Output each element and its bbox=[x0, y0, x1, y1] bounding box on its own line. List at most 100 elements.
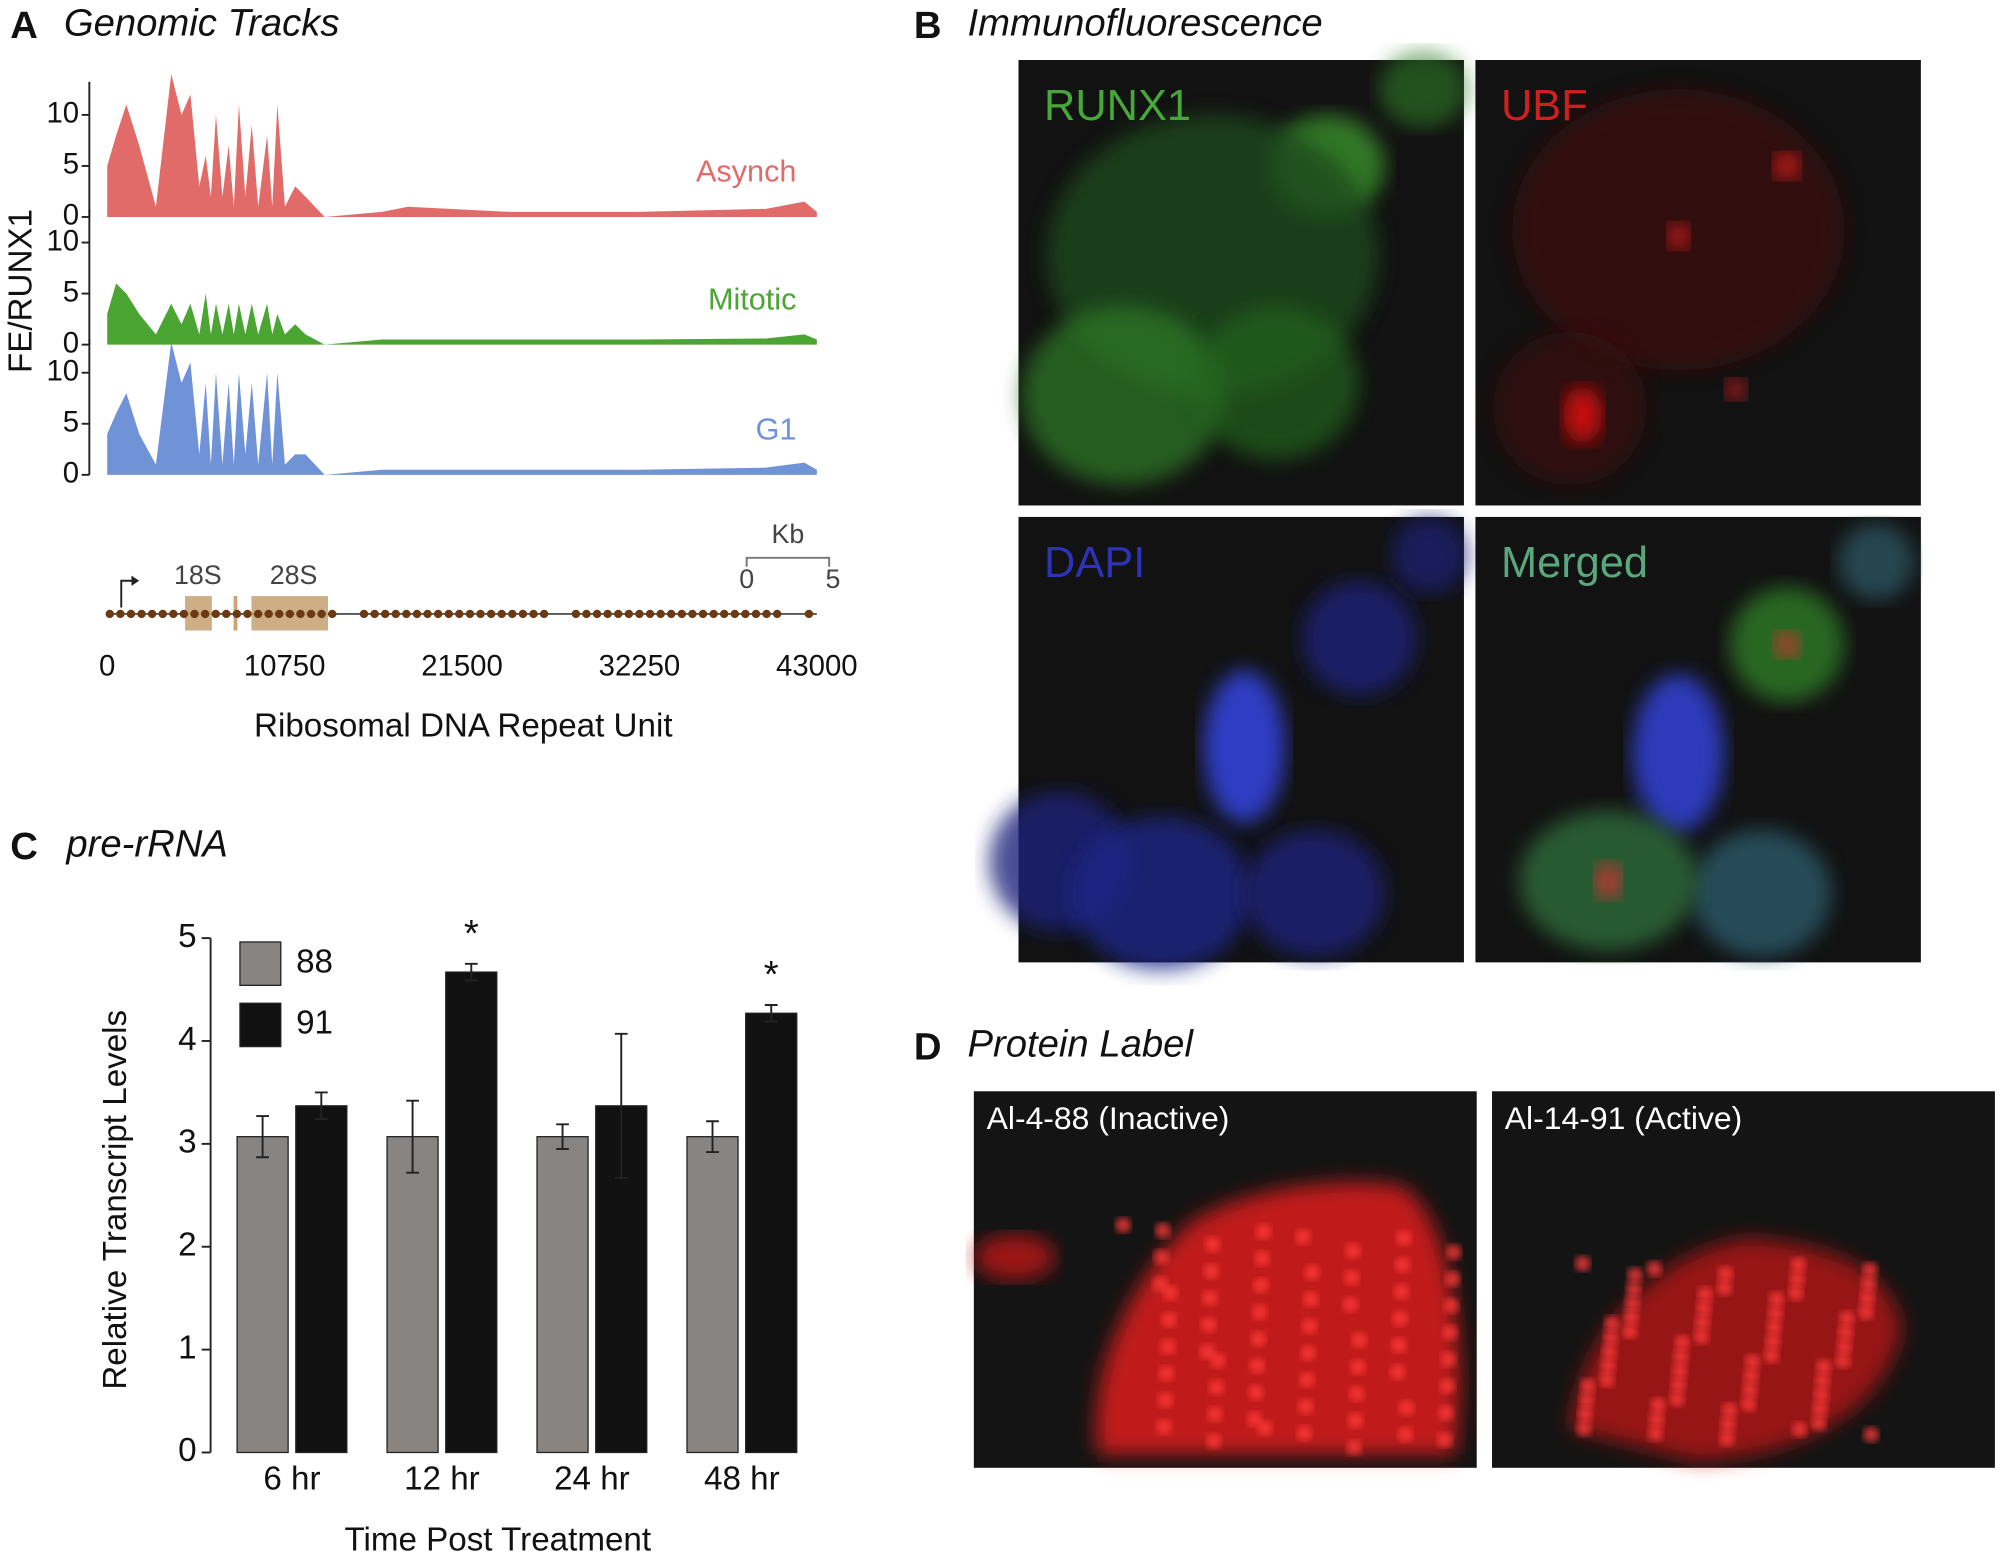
y-tick-label: 10 bbox=[46, 224, 79, 257]
image-label: DAPI bbox=[1044, 539, 1145, 587]
tss-arrow-head bbox=[131, 575, 140, 586]
cell bbox=[1203, 670, 1286, 824]
cell bbox=[1580, 1378, 1596, 1394]
cell bbox=[1717, 1266, 1734, 1282]
cell bbox=[1860, 1276, 1877, 1292]
cell bbox=[1161, 1312, 1177, 1328]
cell bbox=[1304, 1264, 1320, 1281]
gene-label: 18S bbox=[174, 560, 222, 590]
cell bbox=[1395, 1257, 1411, 1273]
bar bbox=[686, 1136, 739, 1454]
site-dot bbox=[402, 609, 411, 619]
bar bbox=[445, 971, 498, 1454]
site-dot bbox=[423, 609, 432, 619]
site-dot bbox=[762, 609, 771, 619]
cell bbox=[1694, 1314, 1711, 1330]
cell bbox=[1396, 1230, 1412, 1246]
cell bbox=[1791, 1421, 1808, 1438]
cell bbox=[1349, 1386, 1365, 1402]
cell bbox=[1743, 1368, 1759, 1384]
cell bbox=[1346, 1439, 1362, 1456]
cell bbox=[1811, 1415, 1827, 1431]
scale-bar bbox=[745, 556, 831, 567]
site-dot bbox=[730, 609, 739, 619]
cell bbox=[1693, 1328, 1709, 1344]
site-dot bbox=[296, 609, 305, 619]
site-dot bbox=[317, 609, 326, 619]
cell bbox=[1763, 1347, 1780, 1364]
cell bbox=[1295, 1229, 1311, 1245]
cell bbox=[1153, 1249, 1170, 1265]
cell bbox=[1250, 1331, 1267, 1347]
cell bbox=[1812, 1401, 1828, 1417]
site-dot bbox=[200, 609, 210, 619]
site-dot bbox=[359, 609, 369, 619]
site-dot bbox=[253, 609, 263, 619]
site-dot bbox=[476, 609, 485, 619]
cell bbox=[1647, 1425, 1664, 1441]
cell bbox=[1442, 1324, 1458, 1341]
error-bar bbox=[256, 1115, 269, 1159]
cell bbox=[1595, 862, 1621, 899]
cell bbox=[1742, 1382, 1758, 1398]
cell bbox=[1244, 829, 1385, 958]
cell bbox=[1768, 1291, 1785, 1307]
cell bbox=[1391, 1337, 1407, 1353]
cell bbox=[1716, 1280, 1732, 1296]
site-dot bbox=[147, 609, 157, 619]
cell bbox=[1072, 816, 1251, 971]
site-dot bbox=[571, 609, 581, 619]
site-dot bbox=[285, 609, 295, 619]
cell bbox=[1578, 1392, 1595, 1408]
site-dot bbox=[582, 609, 591, 619]
site-dot bbox=[645, 609, 655, 619]
cell bbox=[1203, 1263, 1219, 1279]
cell bbox=[1862, 1262, 1878, 1278]
site-dot bbox=[508, 609, 517, 619]
cell bbox=[1813, 1387, 1829, 1403]
series-label: Asynch bbox=[696, 155, 796, 189]
bar bbox=[295, 1105, 348, 1454]
cell bbox=[1668, 223, 1689, 249]
cell bbox=[1378, 51, 1468, 128]
cell bbox=[1253, 1277, 1269, 1293]
site-dot bbox=[539, 609, 549, 619]
significance: * bbox=[764, 953, 779, 996]
scale-tick: 0 bbox=[739, 564, 754, 594]
y-tick-label: 0 bbox=[63, 326, 79, 359]
cell bbox=[1837, 523, 1915, 600]
site-dot bbox=[624, 609, 634, 619]
y-tick-label: 5 bbox=[63, 275, 79, 308]
cell bbox=[1789, 1271, 1805, 1287]
site-dot bbox=[444, 609, 453, 619]
cell bbox=[1204, 1236, 1221, 1253]
cell bbox=[1673, 1349, 1689, 1365]
cell bbox=[1160, 1338, 1176, 1355]
panel-title: Genomic Tracks bbox=[64, 2, 340, 45]
cell bbox=[1446, 1244, 1462, 1260]
legend-swatch bbox=[239, 1002, 282, 1048]
cell bbox=[1347, 1412, 1364, 1429]
cell bbox=[1300, 1345, 1316, 1361]
cell bbox=[1440, 1351, 1457, 1367]
cell bbox=[1691, 829, 1832, 958]
site-dot bbox=[455, 609, 464, 619]
cell bbox=[1725, 379, 1747, 400]
image-label: UBF bbox=[1501, 82, 1588, 130]
cell bbox=[1744, 1354, 1761, 1370]
series-label: Mitotic bbox=[708, 282, 796, 316]
site-dot bbox=[179, 609, 189, 619]
image-content bbox=[1493, 89, 1845, 486]
cell bbox=[1836, 1338, 1852, 1355]
cell bbox=[1389, 1364, 1406, 1380]
cell bbox=[1392, 1310, 1408, 1327]
cell bbox=[1816, 1359, 1832, 1375]
cell bbox=[1674, 1335, 1690, 1351]
cell bbox=[1646, 1261, 1662, 1277]
gene-label: 28S bbox=[270, 560, 318, 590]
cell bbox=[1669, 1391, 1685, 1407]
x-tick-label: 48 hr bbox=[704, 1460, 780, 1497]
cell bbox=[1207, 1406, 1223, 1422]
cell bbox=[1767, 1305, 1784, 1322]
panel-letter: C bbox=[10, 825, 38, 868]
